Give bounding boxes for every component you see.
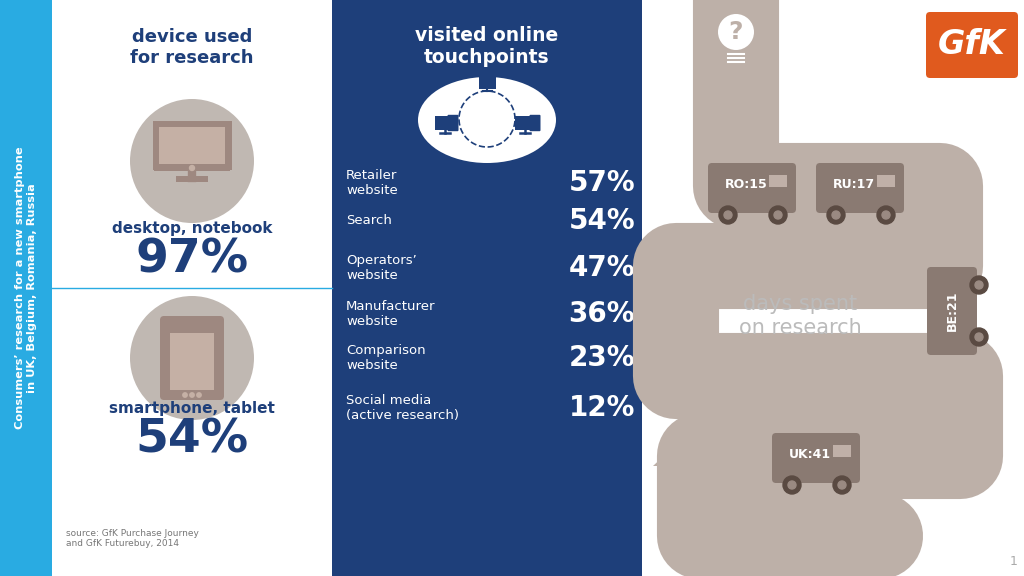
Circle shape <box>975 333 983 341</box>
Text: visited online
touchpoints: visited online touchpoints <box>416 26 559 67</box>
Text: 36%: 36% <box>568 300 635 328</box>
FancyBboxPatch shape <box>816 163 904 213</box>
Text: source: GfK Purchase Journey
and GfK Futurebuy, 2014: source: GfK Purchase Journey and GfK Fut… <box>66 529 199 548</box>
FancyBboxPatch shape <box>727 47 745 62</box>
Circle shape <box>788 481 796 489</box>
FancyBboxPatch shape <box>708 163 796 213</box>
Circle shape <box>710 8 762 60</box>
Text: UK:41: UK:41 <box>788 448 831 460</box>
FancyBboxPatch shape <box>926 12 1018 78</box>
Bar <box>154 166 230 171</box>
Text: days spent
on research: days spent on research <box>738 294 861 338</box>
FancyBboxPatch shape <box>769 175 787 187</box>
Circle shape <box>975 281 983 289</box>
Circle shape <box>197 393 201 397</box>
Circle shape <box>882 211 890 219</box>
Text: RO:15: RO:15 <box>725 177 767 191</box>
Circle shape <box>718 14 754 50</box>
Text: 47%: 47% <box>568 254 635 282</box>
FancyBboxPatch shape <box>447 115 459 131</box>
Text: RU:17: RU:17 <box>833 177 876 191</box>
Circle shape <box>831 211 840 219</box>
FancyBboxPatch shape <box>529 115 541 131</box>
Circle shape <box>970 328 988 346</box>
Text: 54%: 54% <box>135 418 249 463</box>
Text: 23%: 23% <box>568 344 635 372</box>
Text: 12%: 12% <box>568 394 635 422</box>
Bar <box>695 449 703 471</box>
Text: Social media
(active research): Social media (active research) <box>346 394 459 422</box>
Circle shape <box>774 211 782 219</box>
FancyBboxPatch shape <box>176 176 208 182</box>
Circle shape <box>724 211 732 219</box>
FancyBboxPatch shape <box>435 116 455 130</box>
Text: Search: Search <box>346 214 392 228</box>
Circle shape <box>769 206 787 224</box>
Circle shape <box>783 476 801 494</box>
Circle shape <box>833 476 851 494</box>
Text: ?: ? <box>729 20 743 44</box>
FancyBboxPatch shape <box>160 316 224 400</box>
Text: Comparison
website: Comparison website <box>346 344 426 372</box>
FancyBboxPatch shape <box>877 175 895 187</box>
Text: Operators’
website: Operators’ website <box>346 254 417 282</box>
Text: GfK: GfK <box>938 28 1006 62</box>
Bar <box>170 333 214 390</box>
Text: Retailer
website: Retailer website <box>346 169 397 197</box>
Polygon shape <box>653 436 717 466</box>
Ellipse shape <box>418 77 556 163</box>
Text: smartphone, tablet: smartphone, tablet <box>110 400 274 415</box>
Circle shape <box>827 206 845 224</box>
Circle shape <box>838 481 846 489</box>
FancyBboxPatch shape <box>515 116 535 130</box>
FancyBboxPatch shape <box>763 164 795 210</box>
Circle shape <box>130 99 254 223</box>
FancyBboxPatch shape <box>833 445 851 457</box>
Circle shape <box>189 393 195 397</box>
FancyBboxPatch shape <box>871 164 903 210</box>
FancyBboxPatch shape <box>927 267 977 355</box>
Text: 97%: 97% <box>135 237 249 282</box>
Text: 1: 1 <box>1010 555 1018 568</box>
Circle shape <box>130 296 254 420</box>
Text: Manufacturer
website: Manufacturer website <box>346 300 435 328</box>
Bar <box>52 0 332 576</box>
FancyBboxPatch shape <box>153 120 231 169</box>
Circle shape <box>877 206 895 224</box>
Bar <box>159 127 225 164</box>
Bar <box>660 466 710 506</box>
Text: BE:21: BE:21 <box>945 291 958 331</box>
FancyBboxPatch shape <box>827 434 859 480</box>
Text: 54%: 54% <box>568 207 635 235</box>
Text: 57%: 57% <box>568 169 635 197</box>
Circle shape <box>970 276 988 294</box>
FancyBboxPatch shape <box>478 77 496 89</box>
Bar <box>0 0 52 576</box>
Bar <box>332 0 642 576</box>
Text: Consumers’ research for a new smartphone
in UK, Belgium, Romania, Russia: Consumers’ research for a new smartphone… <box>15 147 37 429</box>
Bar <box>642 0 1024 576</box>
Text: desktop, notebook: desktop, notebook <box>112 221 272 236</box>
Circle shape <box>189 165 195 170</box>
Circle shape <box>719 206 737 224</box>
Text: device used
for research: device used for research <box>130 28 254 67</box>
Circle shape <box>183 393 187 397</box>
FancyBboxPatch shape <box>772 433 860 483</box>
